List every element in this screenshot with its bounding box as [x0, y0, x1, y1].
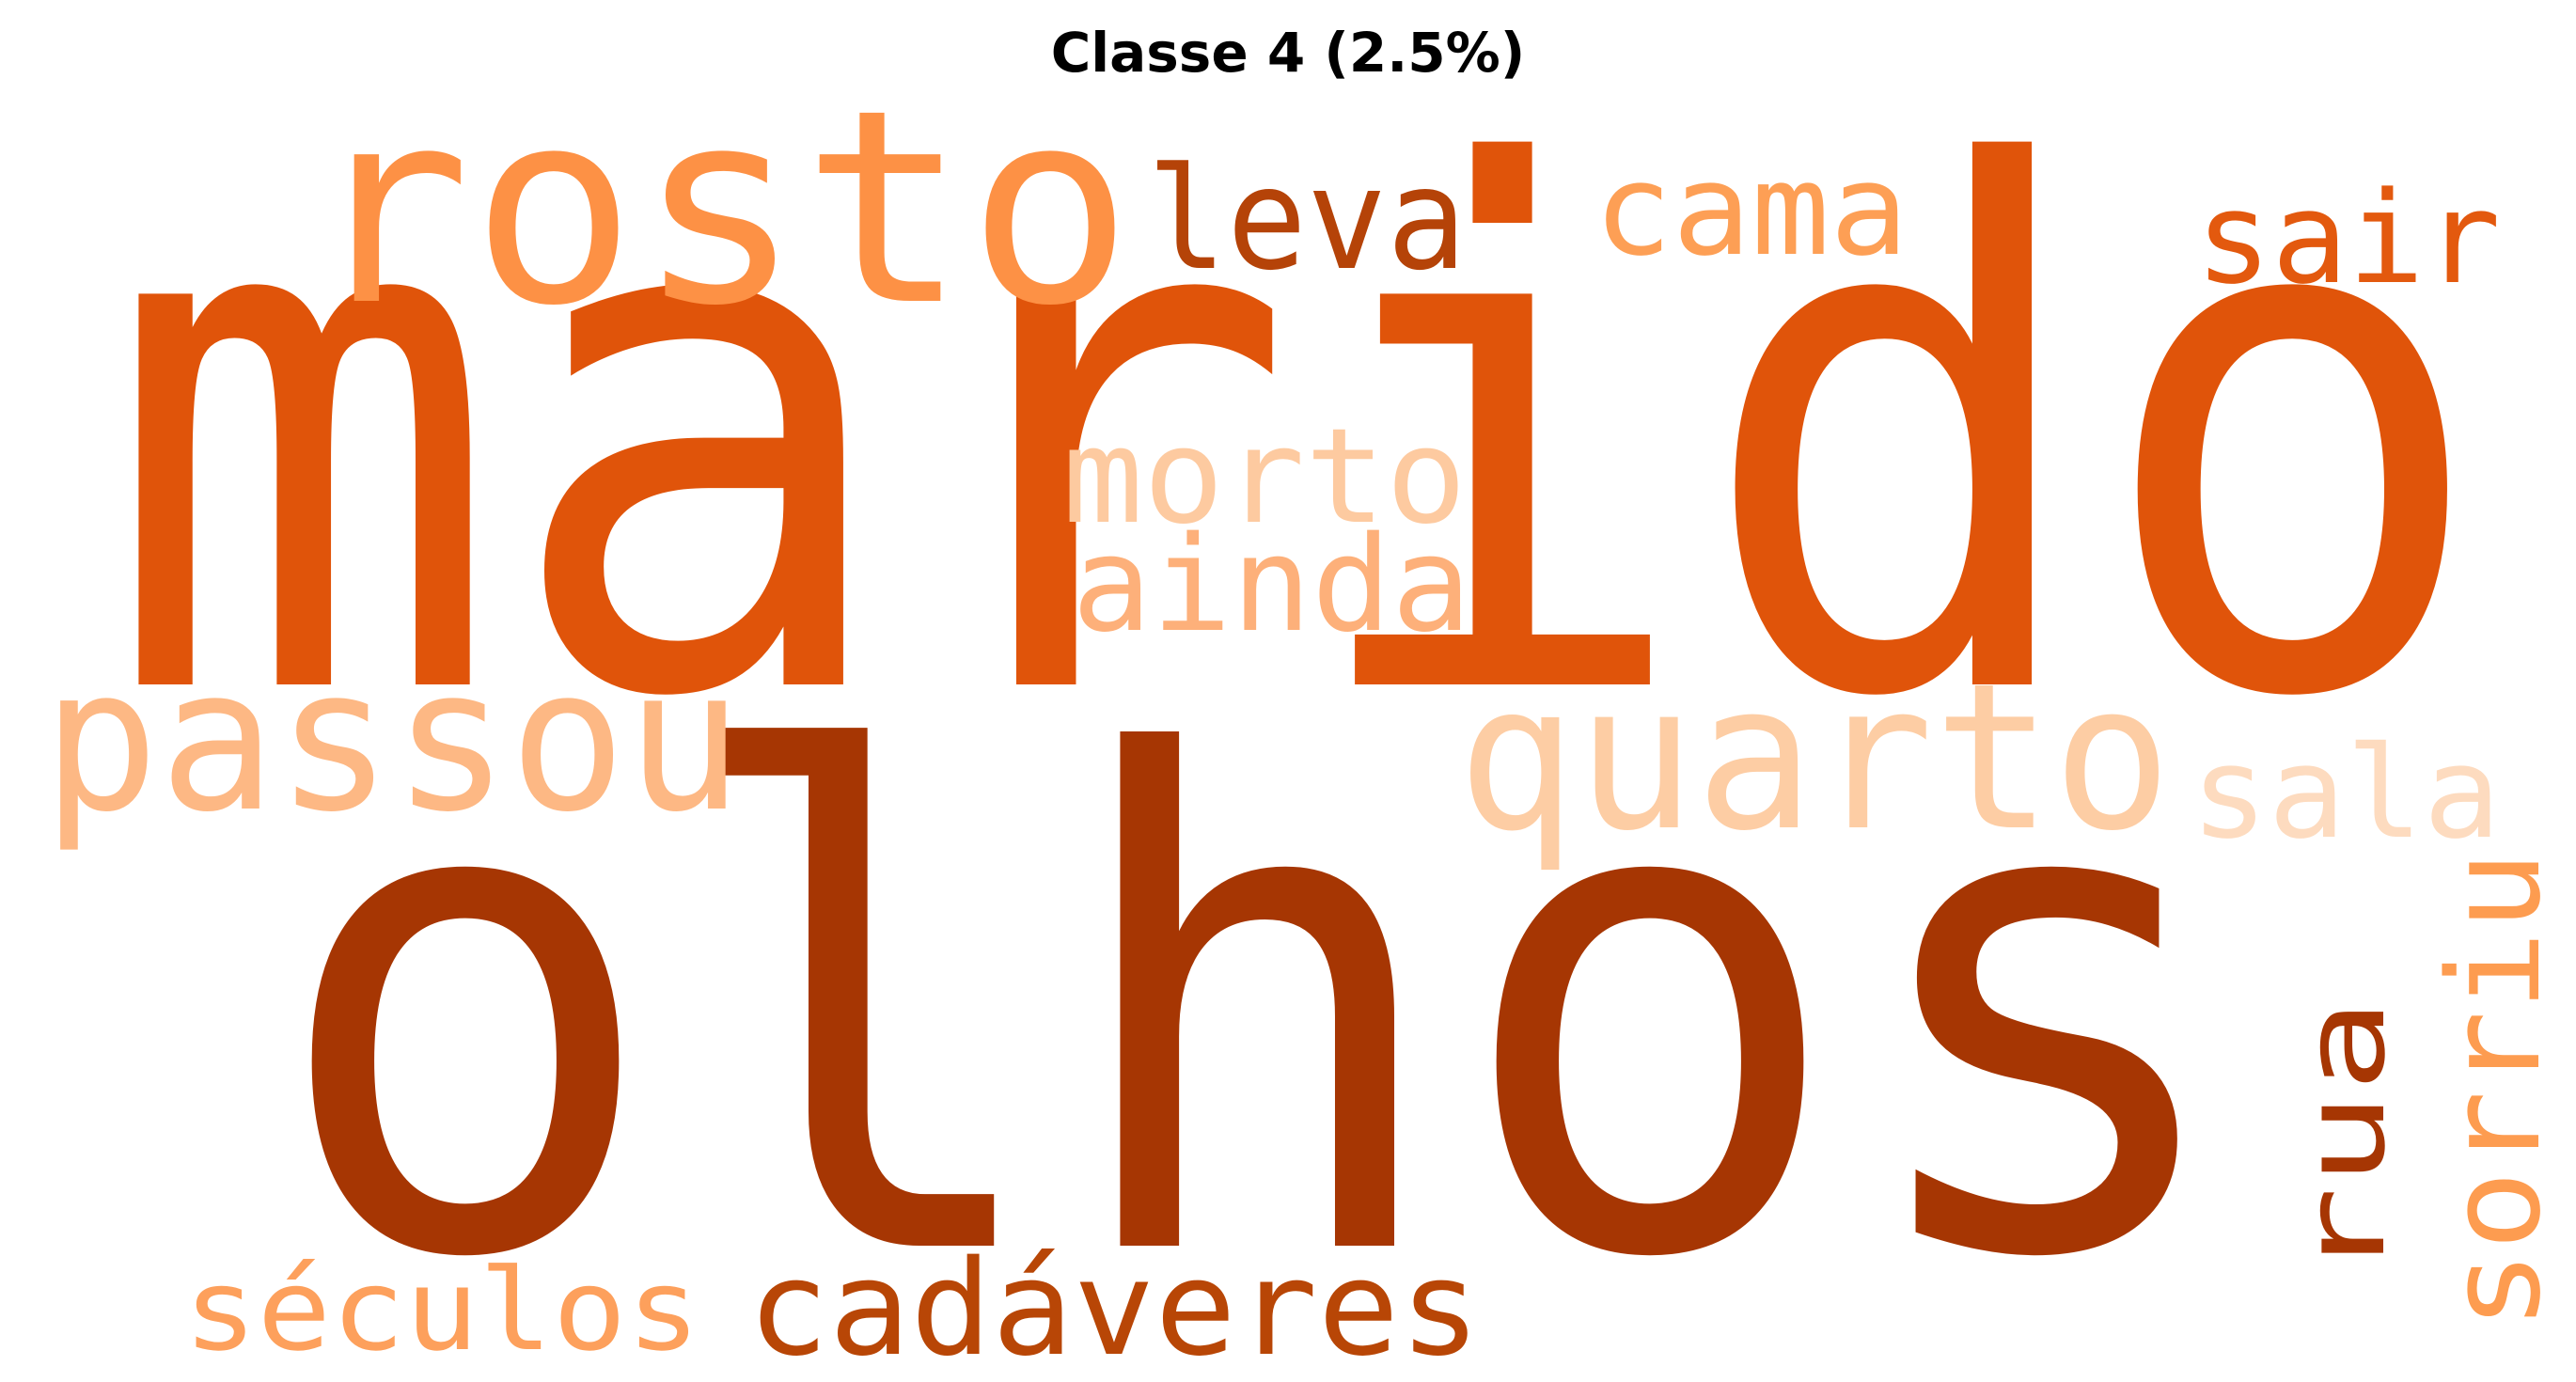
- word-olhos: olhos: [268, 618, 2242, 1382]
- chart-title: Classe 4 (2.5%): [1050, 21, 1526, 85]
- word-ainda: ainda: [1072, 509, 1471, 662]
- word-marido: marido: [103, 23, 2491, 854]
- word-sair: sair: [2195, 165, 2501, 312]
- word-sala: sala: [2191, 719, 2501, 867]
- word-seculos: séculos: [183, 1246, 700, 1376]
- word-leva: leva: [1147, 138, 1467, 302]
- word-morto: morto: [1062, 400, 1467, 554]
- word-cadaveres: cadáveres: [747, 1233, 1481, 1382]
- word-quarto: quarto: [1457, 639, 2172, 875]
- word-rua: rua: [2280, 998, 2411, 1280]
- word-passou: passou: [42, 625, 743, 856]
- word-cama: cama: [1594, 136, 1908, 284]
- word-sorriu: sorriu: [2421, 851, 2568, 1330]
- word-rosto: rosto: [306, 53, 1133, 365]
